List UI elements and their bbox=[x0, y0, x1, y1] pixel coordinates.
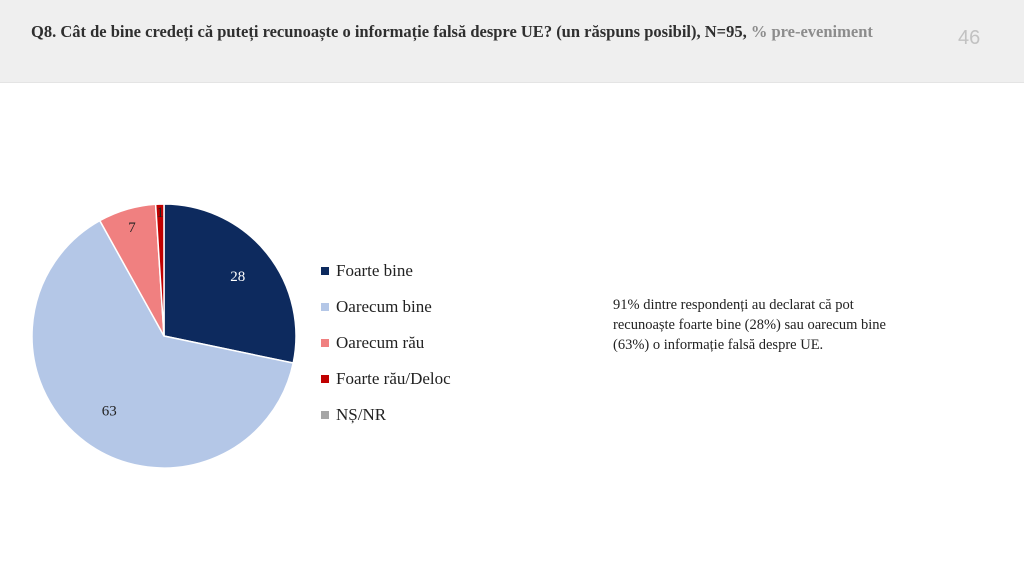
legend-item-5: NȘ/NR bbox=[321, 397, 451, 433]
pie-data-label-4: 1 bbox=[156, 205, 164, 221]
legend-item-3: Oarecum rău bbox=[321, 325, 451, 361]
legend-swatch-5 bbox=[321, 411, 329, 419]
legend-label-3: Oarecum rău bbox=[336, 333, 425, 352]
slide-title: Q8. Cât de bine credeți că puteți recuno… bbox=[31, 20, 931, 43]
pie-slice-4 bbox=[154, 203, 165, 337]
slide-header: Q8. Cât de bine credeți că puteți recuno… bbox=[0, 0, 1024, 83]
legend-label-5: NȘ/NR bbox=[336, 405, 387, 424]
pie-data-label-1: 28 bbox=[230, 269, 245, 285]
legend-swatch-2 bbox=[321, 303, 329, 311]
title-accent: % pre-eveniment bbox=[750, 22, 873, 41]
pie-data-label-3: 7 bbox=[128, 220, 136, 236]
legend-swatch-4 bbox=[321, 375, 329, 383]
title-text: Q8. Cât de bine credeți că puteți recuno… bbox=[31, 22, 747, 41]
legend-item-2: Oarecum bine bbox=[321, 289, 451, 325]
legend-swatch-3 bbox=[321, 339, 329, 347]
page-number: 46 bbox=[958, 27, 981, 49]
pie-slice-1 bbox=[163, 203, 297, 364]
pie-chart: 28 63 7 1 bbox=[31, 203, 297, 469]
chart-legend: Foarte bine Oarecum bine Oarecum rău Foarte… bbox=[321, 253, 451, 433]
summary-note: 91% dintre respondenți au declarat că po… bbox=[613, 297, 886, 353]
legend-item-1: Foarte bine bbox=[321, 253, 451, 289]
legend-label-1: Foarte bine bbox=[336, 261, 413, 280]
legend-swatch-1 bbox=[321, 267, 329, 275]
pie-slice-2 bbox=[31, 219, 295, 469]
pie-data-label-2: 63 bbox=[102, 403, 117, 419]
legend-label-2: Oarecum bine bbox=[336, 297, 432, 316]
legend-label-4: Foarte rău/Deloc bbox=[336, 369, 451, 388]
legend-item-4: Foarte rău/Deloc bbox=[321, 361, 451, 397]
